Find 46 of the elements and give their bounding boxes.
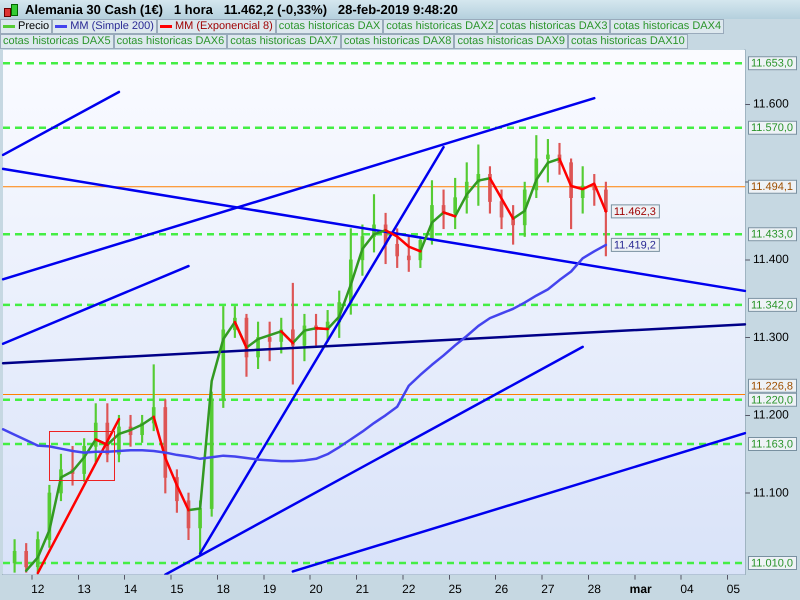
text: cotas historicas DAX5: [0, 34, 114, 49]
legend-label: MM (Simple 200): [52, 19, 157, 34]
x-tick-label: 21: [356, 582, 370, 596]
text: cotas historicas DAX6: [114, 34, 228, 49]
x-tick-label: 26: [494, 582, 509, 596]
x-tick-label: 22: [402, 582, 416, 596]
x-tick-label: 18: [216, 582, 230, 596]
x-tick-label: 25: [448, 582, 462, 596]
x-tick-label: 27: [541, 582, 555, 596]
text: cotas historicas DAX4: [610, 19, 724, 34]
data-label: 11.419,2: [614, 239, 656, 252]
y-tick-label: 11.600: [753, 96, 790, 111]
x-tick-label: 15: [170, 582, 184, 596]
x-tick-label: mar: [630, 582, 652, 596]
legend-label: MM (Exponencial 8): [156, 19, 276, 34]
y-tick-label: 11.200: [753, 408, 790, 422]
x-tick-label: 20: [309, 582, 324, 596]
ref-line-label: 11.226,8: [751, 380, 794, 392]
ref-line-label: 11.163,0: [751, 438, 794, 451]
x-tick-label: 13: [77, 582, 92, 596]
text: cotas historicas DAX9: [454, 34, 568, 49]
text: cotas historicas DAX10: [568, 34, 688, 49]
x-tick-label: 19: [262, 582, 277, 596]
legend-label: Precio: [0, 19, 52, 34]
text: cotas historicas DAX3: [496, 19, 610, 34]
text: cotas historicas DAX7: [227, 34, 341, 49]
text: cotas historicas DAX8: [340, 34, 454, 49]
y-tick-label: 11.100: [753, 485, 790, 500]
text: cotas historicas DAX2: [383, 19, 497, 34]
y-tick-label: 11.300: [753, 330, 790, 344]
x-tick-label: 28: [588, 582, 602, 596]
x-tick-label: 04: [680, 582, 694, 596]
x-tick-label: 14: [124, 582, 138, 596]
ref-line-label: 11.653,0: [751, 58, 794, 70]
ref-line-label: 11.494,1: [751, 181, 794, 194]
ref-line-label: 11.433,0: [751, 228, 794, 241]
x-tick-label: 12: [31, 582, 45, 596]
ref-line-label: 11.570,0: [751, 122, 794, 134]
chart-title: Alemania 30 Cash (1€) 1 hora 11.462,2 (-0,33%) 28-feb-2019 9:48:20: [25, 2, 458, 17]
y-tick-label: 11.400: [753, 252, 790, 266]
ref-line-label: 11.010,0: [751, 557, 794, 570]
x-tick-label: 05: [726, 582, 740, 596]
text: cotas historicas DAX: [276, 19, 384, 34]
ref-line-label: 11.220,0: [751, 394, 794, 406]
ref-line-label: 11.342,0: [751, 299, 794, 312]
data-label: 11.462,3: [614, 206, 656, 218]
